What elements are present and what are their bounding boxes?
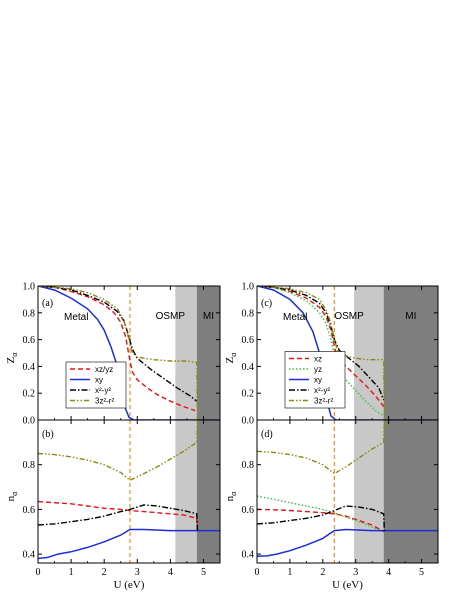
x-tick-label: 0	[255, 567, 260, 578]
y-tick-label: 0.6	[23, 335, 36, 346]
region-label-mi: MI	[203, 311, 214, 322]
series-line-3z2r2	[38, 420, 220, 482]
series-line-x2y2	[38, 286, 198, 402]
y-axis-label-main: Z	[224, 356, 236, 363]
panel-label: (b)	[42, 429, 54, 440]
osmp-region-shade	[354, 420, 384, 563]
series-line-xy	[38, 528, 220, 560]
panel-d: 0 1 2 3 4 5 0.4 0.6 0.8 nα (d)	[224, 419, 439, 578]
osmp-region-shade	[175, 420, 197, 563]
x-axis-label: U (eV)	[332, 579, 363, 591]
series-line-xy	[38, 286, 220, 420]
legend-label-xy: xy	[95, 376, 103, 385]
series-line-xz_yz	[38, 286, 196, 412]
axes-frame	[256, 419, 439, 564]
osmp-region-shade	[354, 286, 384, 420]
y-tick-label: 0.0	[242, 416, 255, 427]
x-tick-label: 1	[69, 567, 74, 578]
legend-label-3z2r2: 3z²-r²	[95, 397, 114, 406]
y-axis-label: Zα	[224, 352, 238, 364]
panel-a: 0.0 0.2 0.4 0.6 0.8 1.0 Zα (a) Metal OSMP MI xz/yz x…	[5, 282, 221, 427]
region-label-osmp: OSMP	[156, 311, 186, 322]
series-line-xz	[257, 508, 385, 533]
legend-label-x2y2: x²-y²	[95, 386, 111, 395]
region-label-metal: Metal	[283, 312, 307, 323]
series-line-x2y2	[257, 505, 386, 532]
y-tick-label: 0.8	[242, 308, 255, 319]
x-axis-label: U (eV)	[114, 579, 145, 591]
y-tick-label: 0.4	[242, 550, 255, 561]
region-label-metal: Metal	[64, 312, 88, 323]
legend-label-xy: xy	[314, 376, 322, 385]
y-tick-label: 0.4	[23, 362, 36, 373]
y-axis-label-main: n	[5, 495, 17, 501]
x-tick-label: 4	[386, 567, 391, 578]
panel-label: (c)	[261, 298, 272, 309]
y-tick-label: 0.4	[242, 362, 255, 373]
region-label-mi: MI	[405, 311, 416, 322]
panel-label: (d)	[261, 429, 273, 440]
x-tick-label: 3	[135, 567, 140, 578]
x-tick-label: 1	[287, 567, 292, 578]
y-axis-label-subscript: α	[10, 352, 19, 357]
y-tick-label: 0.8	[23, 460, 36, 471]
x-tick-label: 0	[36, 567, 41, 578]
y-tick-label: 1.0	[23, 282, 36, 293]
y-tick-label: 0.8	[242, 460, 255, 471]
y-tick-label: 0.6	[242, 505, 255, 516]
y-axis-label: nα	[5, 491, 19, 502]
y-tick-label: 0.6	[23, 505, 36, 516]
y-axis-label-main: n	[224, 495, 236, 501]
y-axis-label-main: Z	[5, 356, 17, 363]
region-label-osmp: OSMP	[334, 311, 364, 322]
y-axis-label-subscript: α	[229, 491, 238, 496]
x-tick-label: 2	[320, 567, 325, 578]
mi-region-shade	[196, 420, 220, 563]
y-tick-label: 0.2	[242, 389, 255, 400]
x-tick-label: 2	[102, 567, 107, 578]
osmp-region-shade	[175, 286, 197, 420]
legend-label-x2y2: x²-y²	[314, 386, 330, 395]
x-tick-label: 3	[353, 567, 358, 578]
y-tick-label: 0.6	[242, 335, 255, 346]
x-tick-label: 5	[419, 567, 424, 578]
panel-b: 0 1 2 3 4 5 0.4 0.6 0.8 nα (b)	[5, 419, 221, 578]
x-tick-label: 5	[201, 567, 206, 578]
y-tick-label: 0.2	[23, 389, 36, 400]
mi-region-shade	[196, 286, 220, 420]
y-axis-label: nα	[224, 491, 238, 502]
legend-box	[65, 361, 127, 409]
y-axis-label: Zα	[5, 352, 19, 364]
series-line-xz_yz	[38, 500, 199, 532]
legend-label-xz_yz: xz/yz	[95, 365, 113, 374]
series-line-xz	[257, 286, 385, 408]
series-line-3z2r2	[257, 286, 386, 420]
series-line-x2y2	[257, 286, 385, 401]
y-tick-label: 0.4	[23, 550, 36, 561]
axes-frame	[37, 419, 221, 564]
x-tick-label: 4	[168, 567, 173, 578]
legend-label-3z2r2: 3z²-r²	[314, 397, 333, 406]
legend-label-yz: yz	[314, 365, 322, 374]
y-tick-label: 0.8	[23, 308, 36, 319]
mi-region-shade	[383, 286, 438, 420]
mi-region-shade	[383, 420, 438, 563]
series-line-3z2r2	[257, 420, 438, 475]
y-axis-label-subscript: α	[10, 491, 19, 496]
y-tick-label: 1.0	[242, 282, 255, 293]
y-tick-label: 0.0	[23, 416, 36, 427]
panel-label: (a)	[42, 298, 53, 309]
series-line-yz	[257, 495, 384, 533]
series-line-xy	[257, 528, 438, 558]
legend-label-xz: xz	[314, 355, 322, 364]
series-line-x2y2	[38, 504, 199, 532]
y-axis-label-subscript: α	[229, 352, 238, 357]
